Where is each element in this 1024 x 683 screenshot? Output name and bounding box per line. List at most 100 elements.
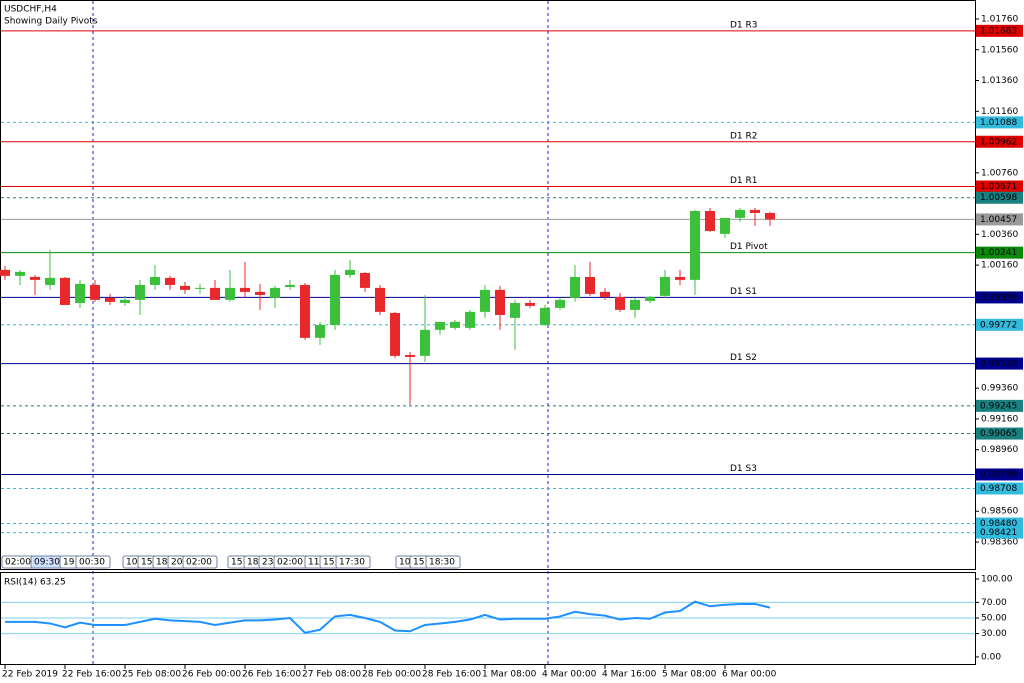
time-tag: 18:30 <box>429 558 455 568</box>
x-tick-label: 28 Feb 00:00 <box>362 670 421 680</box>
time-tag: 02:00 <box>186 558 212 568</box>
candle-body <box>450 321 460 328</box>
price-label: 0.99245 <box>980 401 1017 411</box>
candle-body <box>330 274 340 325</box>
x-tick-label: 27 Feb 08:00 <box>302 670 361 680</box>
candle-body <box>480 289 490 312</box>
candle-body <box>150 276 160 285</box>
candle-body <box>90 284 100 300</box>
y-tick-label: 0.98360 <box>981 538 1018 548</box>
price-label-box <box>976 24 1023 37</box>
x-tick-label: 22 Feb 16:00 <box>62 670 121 680</box>
time-tag: 15: <box>323 558 337 568</box>
candle-body <box>315 324 325 338</box>
price-label: 0.98480 <box>980 519 1017 529</box>
y-tick-label: 50.00 <box>981 613 1007 623</box>
y-tick-label: 70.00 <box>981 598 1007 608</box>
candle-body <box>720 217 730 234</box>
candle-body <box>735 209 745 218</box>
candle-body <box>705 210 715 231</box>
candle-body <box>285 284 295 287</box>
chart-title: USDCHF,H4 <box>4 5 57 15</box>
candle-body <box>405 354 415 357</box>
price-label-box <box>976 246 1023 259</box>
time-tag: 02:00 <box>277 558 303 568</box>
candle-body <box>225 287 235 300</box>
time-tag: 23: <box>262 558 276 568</box>
rsi-title: RSI(14) 63.25 <box>4 578 66 588</box>
y-tick-label: 1.01560 <box>981 45 1018 55</box>
y-tick-label: 0.98560 <box>981 507 1018 517</box>
candle-body <box>180 285 190 290</box>
time-tag: 00:30 <box>79 558 105 568</box>
price-label-box <box>976 213 1023 226</box>
candle-body <box>210 287 220 300</box>
y-tick-label: 30.00 <box>981 629 1007 639</box>
price-label: 1.00671 <box>980 182 1017 192</box>
time-tag: 15: <box>231 558 245 568</box>
time-tag: 09:30 <box>34 558 60 568</box>
candle-body <box>345 269 355 275</box>
price-label: 1.01683 <box>980 26 1017 36</box>
time-tag: 10: <box>399 558 413 568</box>
x-tick-label: 26 Feb 00:00 <box>182 670 241 680</box>
price-label-box <box>976 482 1023 495</box>
candle-body <box>585 276 595 294</box>
candle-body <box>690 210 700 280</box>
y-tick-label: 100.00 <box>981 575 1013 585</box>
y-tick-label: 0.99360 <box>981 384 1018 394</box>
candle-body <box>495 289 505 315</box>
x-tick-label: 22 Feb 2019 <box>2 670 58 680</box>
time-tag-box <box>75 555 111 569</box>
candle-body <box>0 269 10 276</box>
time-tag: 02:00 <box>5 558 31 568</box>
x-tick-label: 26 Feb 16:00 <box>242 670 301 680</box>
candle-body <box>660 276 670 296</box>
y-tick-label: 1.01760 <box>981 14 1018 24</box>
candle-body <box>525 302 535 306</box>
y-tick-label: 0.98960 <box>981 445 1018 455</box>
price-label: 0.98421 <box>980 528 1017 538</box>
price-label: 1.00598 <box>980 193 1017 203</box>
candle-body <box>105 297 115 302</box>
candle-body <box>540 307 550 325</box>
x-tick-label: 4 Mar 16:00 <box>602 670 657 680</box>
candle-body <box>240 287 250 292</box>
candle-body <box>615 296 625 310</box>
price-label: 0.98708 <box>980 484 1017 494</box>
price-label-box <box>976 468 1023 481</box>
price-label-box <box>976 427 1023 440</box>
candle-body <box>60 277 70 305</box>
price-label: 0.99520 <box>980 359 1017 369</box>
price-label-box <box>976 357 1023 370</box>
y-tick-label: 1.01160 <box>981 107 1018 117</box>
candle-body <box>630 299 640 310</box>
candle-body <box>510 302 520 318</box>
candle-body <box>120 299 130 303</box>
x-tick-label: 6 Mar 00:00 <box>722 670 777 680</box>
level-name: D1 Pivot <box>730 242 768 252</box>
price-label-box <box>976 191 1023 204</box>
y-tick-label: 0.99160 <box>981 414 1018 424</box>
price-label-box <box>976 135 1023 148</box>
level-name: D1 S1 <box>730 287 757 297</box>
candle-body <box>600 291 610 297</box>
y-tick-label: 0.00 <box>981 652 1001 662</box>
level-name: D1 R3 <box>730 20 758 30</box>
price-label-box <box>976 116 1023 129</box>
x-tick-label: 1 Mar 08:00 <box>482 670 537 680</box>
price-label: 1.00457 <box>980 215 1017 225</box>
time-tag: 19: <box>63 558 77 568</box>
candle-body <box>30 276 40 280</box>
time-tag: 11: <box>308 558 322 568</box>
level-name: D1 R1 <box>730 176 758 186</box>
price-label: 0.99065 <box>980 429 1017 439</box>
rsi-panel <box>0 572 976 665</box>
candle-body <box>765 212 775 220</box>
candle-body <box>570 276 580 298</box>
candle-body <box>555 299 565 308</box>
candle-body <box>390 312 400 356</box>
candle-body <box>675 276 685 280</box>
candle-body <box>750 209 760 213</box>
